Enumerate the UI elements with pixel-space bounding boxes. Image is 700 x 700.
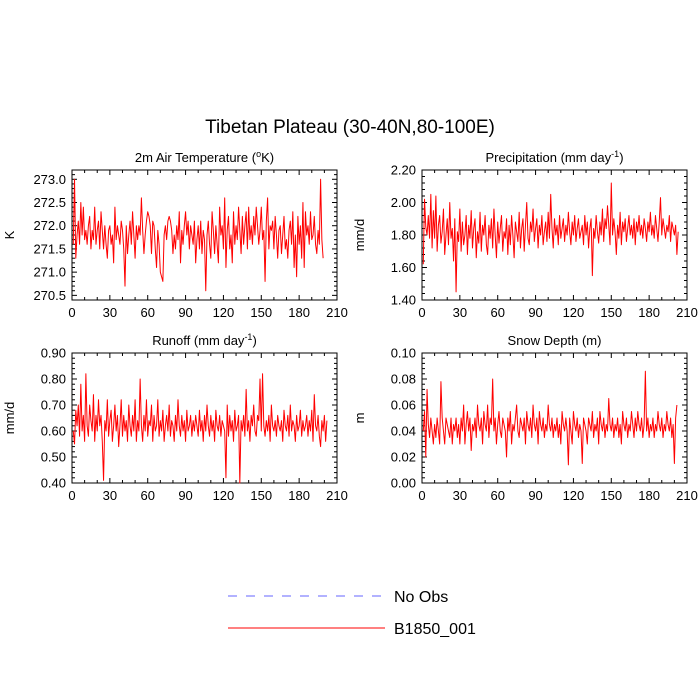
series-line-B1850_001 bbox=[72, 373, 328, 484]
x-tick-label: 60 bbox=[140, 305, 154, 320]
legend: No Obs B1850_001 bbox=[228, 589, 476, 638]
y-tick-label: 0.60 bbox=[41, 424, 66, 439]
x-tick-label: 0 bbox=[68, 305, 75, 320]
x-tick-label: 60 bbox=[490, 488, 504, 503]
chart-panel-2: 0 30 60 90 120 150 180 210 1.40 1.60 1.80 2.00 2.20 m… bbox=[352, 149, 698, 320]
legend-label: No Obs bbox=[394, 589, 448, 606]
panel-title: Snow Depth (m) bbox=[508, 333, 602, 348]
x-tick-label: 210 bbox=[676, 305, 698, 320]
x-tick-label: 90 bbox=[178, 488, 192, 503]
y-tick-label: 0.02 bbox=[391, 450, 416, 465]
y-tick-label: 0.10 bbox=[391, 346, 416, 361]
panel-title: Precipitation (mm day-1) bbox=[485, 149, 623, 165]
x-tick-label: 180 bbox=[288, 305, 310, 320]
x-tick-label: 0 bbox=[68, 488, 75, 503]
y-tick-label: 272.5 bbox=[33, 195, 66, 210]
y-tick-label: 2.20 bbox=[391, 163, 416, 178]
y-tick-label: 271.5 bbox=[33, 241, 66, 256]
x-tick-label: 90 bbox=[178, 305, 192, 320]
y-tick-label: 0.50 bbox=[41, 450, 66, 465]
x-tick-label: 210 bbox=[326, 305, 348, 320]
series-line-B1850_001 bbox=[72, 178, 324, 292]
y-axis-label: mm/d bbox=[2, 402, 17, 435]
y-tick-label: 0.00 bbox=[391, 476, 416, 491]
x-tick-label: 0 bbox=[418, 488, 425, 503]
y-axis-label: K bbox=[2, 230, 17, 239]
y-tick-label: 0.80 bbox=[41, 372, 66, 387]
x-tick-label: 60 bbox=[490, 305, 504, 320]
y-tick-label: 0.90 bbox=[41, 346, 66, 361]
y-tick-label: 0.70 bbox=[41, 398, 66, 413]
x-tick-label: 150 bbox=[250, 488, 272, 503]
y-tick-label: 272.0 bbox=[33, 218, 66, 233]
x-tick-label: 30 bbox=[453, 488, 467, 503]
y-tick-label: 0.40 bbox=[41, 476, 66, 491]
y-tick-label: 0.06 bbox=[391, 398, 416, 413]
x-tick-label: 120 bbox=[563, 488, 585, 503]
x-tick-label: 30 bbox=[103, 488, 117, 503]
x-tick-label: 180 bbox=[288, 488, 310, 503]
plot-frame bbox=[421, 352, 688, 484]
x-tick-label: 210 bbox=[676, 488, 698, 503]
panel-title: Runoff (mm day-1) bbox=[152, 332, 257, 348]
chart-panel-3: 0 30 60 90 120 150 180 210 0.40 0.50 0.60 0.70 0.80 0… bbox=[2, 332, 348, 503]
x-tick-label: 150 bbox=[600, 305, 622, 320]
y-axis-label: mm/d bbox=[352, 219, 367, 252]
figure-title: Tibetan Plateau (30-40N,80-100E) bbox=[205, 117, 495, 138]
y-tick-label: 1.60 bbox=[391, 260, 416, 275]
panel-title: 2m Air Temperature (oK) bbox=[135, 149, 274, 165]
x-tick-label: 180 bbox=[638, 305, 660, 320]
y-tick-label: 271.0 bbox=[33, 265, 66, 280]
plot-frame bbox=[71, 352, 338, 484]
x-tick-label: 210 bbox=[326, 488, 348, 503]
x-tick-label: 120 bbox=[213, 488, 235, 503]
x-tick-label: 120 bbox=[213, 305, 235, 320]
y-axis-label: m bbox=[352, 413, 367, 424]
y-tick-label: 1.80 bbox=[391, 228, 416, 243]
x-tick-label: 0 bbox=[418, 305, 425, 320]
x-tick-label: 90 bbox=[528, 488, 542, 503]
x-tick-label: 180 bbox=[638, 488, 660, 503]
series-line-B1850_001 bbox=[422, 182, 679, 293]
y-tick-label: 1.40 bbox=[391, 293, 416, 308]
x-tick-label: 90 bbox=[528, 305, 542, 320]
y-tick-label: 0.04 bbox=[391, 424, 416, 439]
legend-label: B1850_001 bbox=[394, 621, 476, 638]
chart-panels: 0 30 60 90 120 150 180 210 270.5 271.0 271.5 272.0 2… bbox=[2, 149, 698, 503]
y-tick-label: 0.08 bbox=[391, 372, 416, 387]
x-tick-label: 30 bbox=[453, 305, 467, 320]
y-tick-label: 273.0 bbox=[33, 172, 66, 187]
y-tick-label: 270.5 bbox=[33, 288, 66, 303]
x-tick-label: 120 bbox=[563, 305, 585, 320]
y-tick-label: 2.00 bbox=[391, 195, 416, 210]
x-tick-label: 150 bbox=[600, 488, 622, 503]
chart-panel-1: 0 30 60 90 120 150 180 210 270.5 271.0 271.5 272.0 2… bbox=[2, 149, 348, 320]
x-tick-label: 60 bbox=[140, 488, 154, 503]
x-tick-label: 150 bbox=[250, 305, 272, 320]
x-tick-label: 30 bbox=[103, 305, 117, 320]
chart-panel-4: 0 30 60 90 120 150 180 210 0.00 0.02 0.04 0.06 0.08 0… bbox=[352, 333, 698, 503]
series-line-B1850_001 bbox=[422, 370, 678, 466]
